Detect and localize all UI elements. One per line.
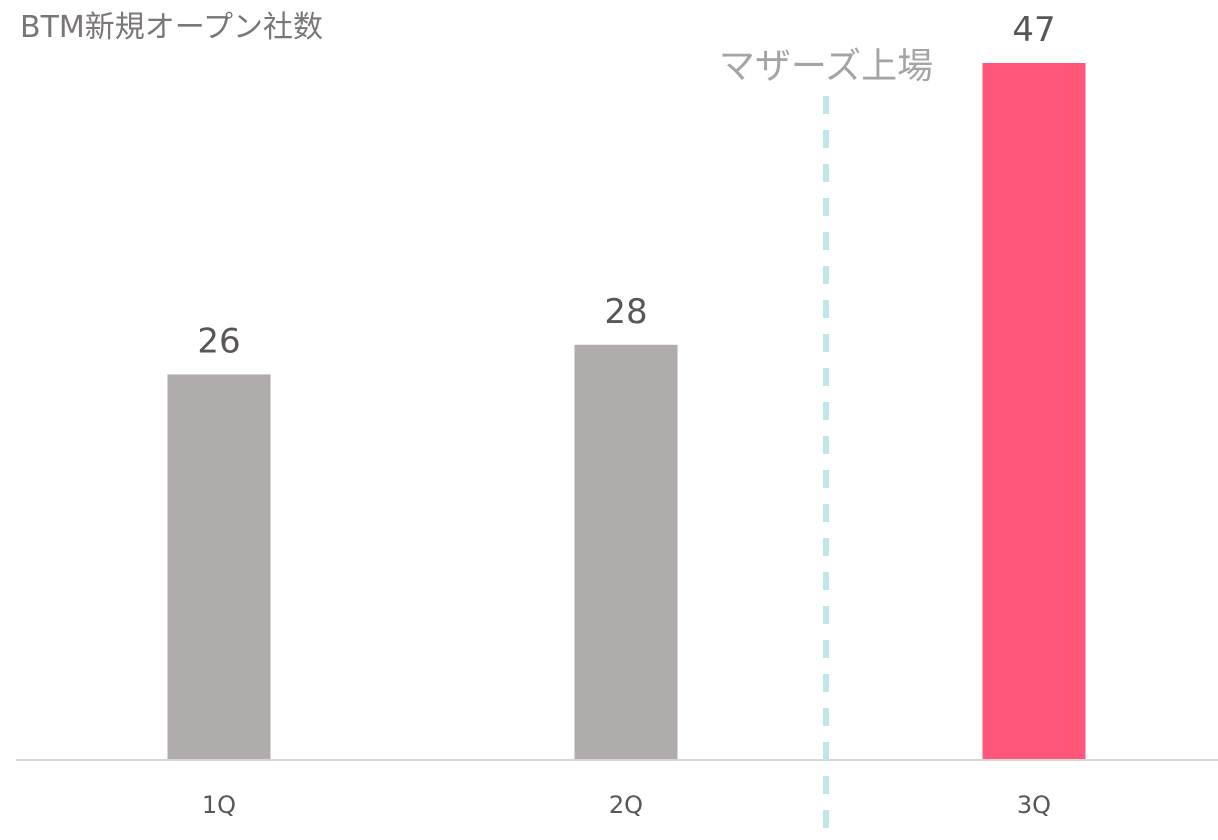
event-marker-label: マザーズ上場	[719, 46, 933, 87]
chart-title: BTM新規オープン社数	[20, 10, 323, 45]
bars-group	[167, 63, 1086, 760]
x-tick-label-1q: 1Q	[202, 791, 236, 819]
value-label-2q: 28	[604, 292, 647, 332]
x-tick-label-3q: 3Q	[1017, 791, 1051, 819]
value-label-3q: 47	[1012, 10, 1055, 50]
bar-2q	[574, 344, 678, 760]
labels-group: 26 1Q 28 2Q 47 3Q	[197, 10, 1055, 819]
bar-3q	[982, 63, 1086, 760]
x-tick-label-2q: 2Q	[609, 791, 643, 819]
value-label-1q: 26	[197, 321, 240, 361]
bar-1q	[167, 374, 271, 760]
